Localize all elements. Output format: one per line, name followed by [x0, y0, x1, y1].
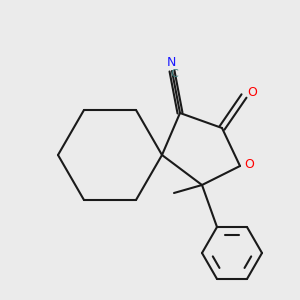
Text: N: N: [166, 56, 176, 68]
Text: C: C: [170, 69, 178, 79]
Text: O: O: [247, 86, 257, 100]
Text: O: O: [244, 158, 254, 172]
